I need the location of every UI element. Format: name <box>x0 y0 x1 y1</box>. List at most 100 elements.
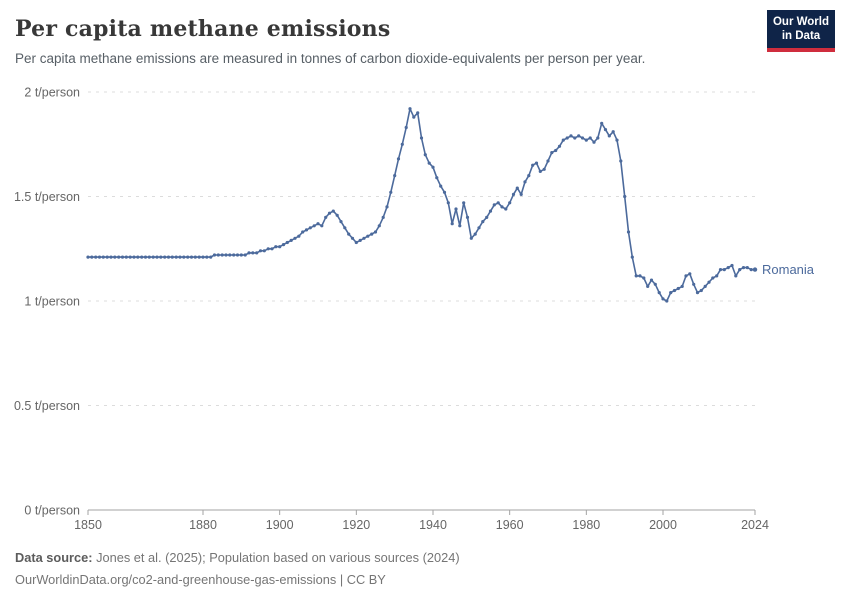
data-point[interactable] <box>159 255 163 259</box>
data-point[interactable] <box>638 274 642 278</box>
data-point[interactable] <box>561 138 565 142</box>
data-point[interactable] <box>458 224 462 228</box>
data-point[interactable] <box>600 121 604 125</box>
data-point[interactable] <box>308 226 312 230</box>
data-point[interactable] <box>266 247 270 251</box>
data-point[interactable] <box>258 249 263 253</box>
data-point[interactable] <box>554 148 558 153</box>
data-point[interactable] <box>393 174 397 178</box>
data-point[interactable] <box>722 268 726 272</box>
data-point[interactable] <box>711 276 715 280</box>
data-point[interactable] <box>718 268 723 272</box>
data-point[interactable] <box>339 220 343 224</box>
data-point[interactable] <box>465 215 470 219</box>
data-point[interactable] <box>653 282 657 286</box>
data-point[interactable] <box>672 288 677 293</box>
data-point[interactable] <box>274 245 278 249</box>
data-point[interactable] <box>396 157 401 161</box>
data-point[interactable] <box>347 232 351 236</box>
data-point[interactable] <box>695 291 700 295</box>
data-point[interactable] <box>189 255 194 259</box>
data-point[interactable] <box>431 165 435 169</box>
data-point[interactable] <box>212 253 217 257</box>
data-point[interactable] <box>527 174 531 178</box>
data-point[interactable] <box>511 192 516 196</box>
data-point[interactable] <box>324 215 328 219</box>
data-point[interactable] <box>412 115 416 119</box>
data-point[interactable] <box>358 238 362 242</box>
data-point[interactable] <box>178 255 182 259</box>
data-point[interactable] <box>435 176 439 180</box>
data-point[interactable] <box>749 268 753 272</box>
data-point[interactable] <box>94 255 98 259</box>
data-point[interactable] <box>297 234 301 238</box>
data-point[interactable] <box>630 255 634 259</box>
data-point[interactable] <box>331 209 335 213</box>
data-point[interactable] <box>381 215 385 219</box>
data-point[interactable] <box>132 255 136 259</box>
data-point[interactable] <box>205 255 209 259</box>
data-point[interactable] <box>531 163 535 167</box>
data-point[interactable] <box>745 266 749 270</box>
data-point[interactable] <box>427 161 431 165</box>
data-point[interactable] <box>741 266 746 270</box>
data-point[interactable] <box>592 140 596 144</box>
data-point[interactable] <box>289 238 293 242</box>
data-point[interactable] <box>619 159 623 163</box>
data-point[interactable] <box>439 184 443 188</box>
data-point[interactable] <box>136 255 140 259</box>
data-point[interactable] <box>688 272 692 276</box>
data-point[interactable] <box>515 186 519 190</box>
data-point[interactable] <box>335 213 339 217</box>
data-point[interactable] <box>193 255 197 259</box>
data-point[interactable] <box>488 209 493 213</box>
data-point[interactable] <box>626 230 631 234</box>
data-point[interactable] <box>416 111 420 115</box>
data-point[interactable] <box>734 274 738 278</box>
data-point[interactable] <box>569 134 573 138</box>
data-point[interactable] <box>354 240 358 245</box>
data-point[interactable] <box>646 284 650 288</box>
data-point[interactable] <box>163 255 167 259</box>
data-point[interactable] <box>692 282 696 286</box>
data-point[interactable] <box>669 291 673 295</box>
data-point[interactable] <box>209 255 213 259</box>
data-point[interactable] <box>120 255 125 259</box>
data-point[interactable] <box>101 255 105 259</box>
data-point[interactable] <box>377 224 381 228</box>
data-point[interactable] <box>124 255 128 259</box>
data-point[interactable] <box>577 134 581 138</box>
data-point[interactable] <box>534 161 539 165</box>
data-point[interactable] <box>216 253 220 257</box>
data-point[interactable] <box>504 207 508 211</box>
data-point[interactable] <box>684 274 688 278</box>
data-point[interactable] <box>634 274 638 278</box>
data-point[interactable] <box>170 255 174 259</box>
data-point[interactable] <box>312 224 316 228</box>
data-point[interactable] <box>481 220 485 224</box>
data-point[interactable] <box>370 232 374 236</box>
data-point[interactable] <box>389 190 393 194</box>
data-point[interactable] <box>293 236 297 240</box>
data-point[interactable] <box>715 274 719 278</box>
data-point[interactable] <box>588 136 592 140</box>
data-point[interactable] <box>623 194 627 199</box>
data-point[interactable] <box>676 286 680 291</box>
data-point[interactable] <box>607 134 611 138</box>
data-point[interactable] <box>362 236 366 240</box>
data-point[interactable] <box>642 276 646 280</box>
data-point[interactable] <box>174 255 178 259</box>
data-point[interactable] <box>166 255 171 259</box>
data-point[interactable] <box>201 255 205 259</box>
data-point[interactable] <box>90 255 94 259</box>
data-point[interactable] <box>243 253 247 257</box>
data-point[interactable] <box>573 136 577 140</box>
data-point[interactable] <box>385 205 389 209</box>
data-point[interactable] <box>105 255 109 259</box>
data-point[interactable] <box>665 299 669 303</box>
data-point[interactable] <box>615 138 619 142</box>
data-point[interactable] <box>450 222 454 226</box>
data-point[interactable] <box>752 267 758 272</box>
data-point[interactable] <box>408 107 412 111</box>
